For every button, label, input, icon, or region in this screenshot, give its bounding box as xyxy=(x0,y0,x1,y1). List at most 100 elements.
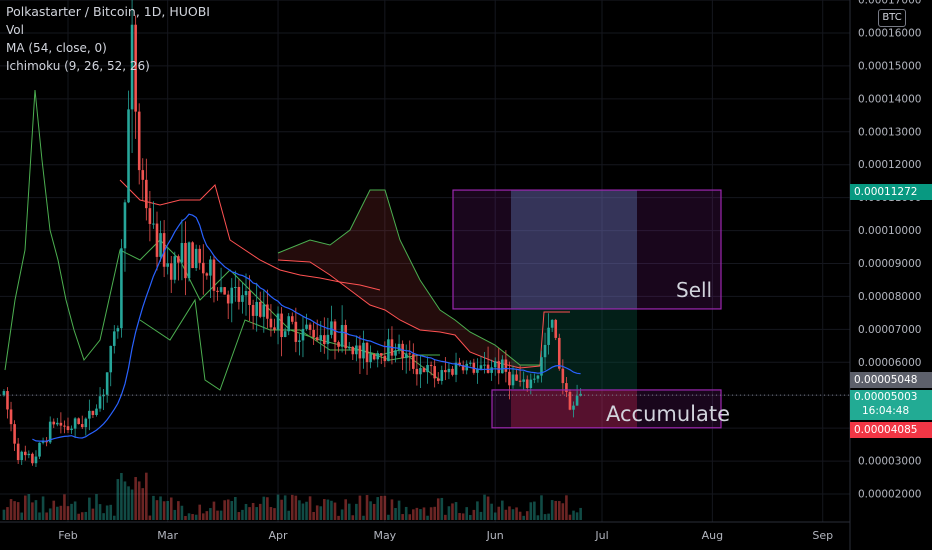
volume-bar xyxy=(330,500,333,520)
volume-bar xyxy=(73,501,77,520)
candle-body xyxy=(141,170,145,180)
volume-bar xyxy=(194,514,198,520)
candle-body xyxy=(483,364,486,366)
candle-body xyxy=(262,304,266,317)
symbol-title[interactable]: Polkastarter / Bitcoin, 1D, HUOBI xyxy=(6,4,210,19)
candle-body xyxy=(340,325,344,347)
accumulate-zone-border xyxy=(491,389,722,429)
candle-body xyxy=(536,375,540,379)
candle-body xyxy=(280,313,283,338)
candle-body xyxy=(326,334,330,345)
y-tick-label: 0.00008000 xyxy=(858,291,921,303)
x-tick-label: Jun xyxy=(486,529,504,542)
candle-body xyxy=(2,391,6,396)
candle-body xyxy=(109,345,113,373)
candle-body xyxy=(273,327,276,330)
volume-bar xyxy=(572,510,575,520)
candle-body xyxy=(415,368,419,375)
volume-bar xyxy=(226,499,230,520)
volume-bar xyxy=(533,501,536,520)
senkou-span-b xyxy=(277,259,541,369)
volume-bar xyxy=(419,509,422,520)
volume-bar xyxy=(184,515,187,520)
candle-body xyxy=(269,318,273,328)
y-tick-label: 0.00014000 xyxy=(858,93,921,105)
volume-bar xyxy=(429,507,433,520)
y-tick-label: 0.00002000 xyxy=(858,489,921,501)
volume-bar xyxy=(333,502,337,520)
volume-bar xyxy=(77,513,80,520)
volume-bar xyxy=(258,503,262,520)
candle-body xyxy=(16,443,20,461)
volume-bar xyxy=(358,495,362,520)
candle-body xyxy=(337,342,340,347)
volume-bar xyxy=(130,489,134,520)
candle-body xyxy=(376,353,380,360)
volume-bar xyxy=(390,499,394,520)
volume-bar xyxy=(230,501,234,520)
volume-bar xyxy=(70,503,73,520)
volume-bar xyxy=(351,515,355,520)
candle-body xyxy=(344,325,347,349)
volume-bar xyxy=(308,496,312,520)
volume-bar xyxy=(518,511,522,520)
candle-body xyxy=(379,353,383,356)
candle-body xyxy=(440,370,444,381)
volume-bar xyxy=(120,472,123,520)
candle-body xyxy=(241,295,244,302)
volume-bar xyxy=(568,514,572,520)
volume-bar xyxy=(212,501,216,520)
volume-bar xyxy=(536,515,540,520)
candle-body xyxy=(219,287,223,292)
candle-body xyxy=(365,342,369,363)
currency-badge[interactable]: BTC xyxy=(878,9,906,27)
volume-bar xyxy=(209,508,212,520)
candle-body xyxy=(230,287,234,304)
candle-body xyxy=(226,294,230,304)
candle-body xyxy=(290,316,294,322)
sell-zone-border xyxy=(452,189,722,310)
volume-bar xyxy=(515,507,518,520)
candle-body xyxy=(205,273,209,276)
volume-bar xyxy=(483,494,486,520)
sell-zone-label: Sell xyxy=(676,278,713,302)
accumulate-zone-label: Accumulate xyxy=(606,402,731,426)
volume-bar xyxy=(141,488,145,520)
volume-bars xyxy=(2,472,582,520)
volume-bar xyxy=(440,497,444,520)
candle-body xyxy=(351,346,355,355)
candle-body xyxy=(533,378,536,380)
volume-bar xyxy=(173,509,177,520)
candle-body xyxy=(169,263,173,280)
candle-body xyxy=(294,321,298,342)
ma-indicator-label[interactable]: MA (54, close, 0) xyxy=(6,41,107,55)
volume-bar xyxy=(504,509,508,520)
candle-body xyxy=(422,368,426,373)
volume-bar xyxy=(301,503,305,520)
volume-bar xyxy=(312,511,315,520)
candle-body xyxy=(173,256,177,280)
candle-body xyxy=(429,364,433,367)
candle-body xyxy=(127,109,130,203)
volume-bar xyxy=(137,481,141,520)
candle-body xyxy=(408,353,412,355)
ichimoku-indicator-label[interactable]: Ichimoku (9, 26, 52, 26) xyxy=(6,59,150,73)
volume-bar xyxy=(248,507,251,520)
volume-bar xyxy=(383,495,387,520)
volume-indicator-label[interactable]: Vol xyxy=(6,23,24,37)
candle-body xyxy=(95,408,98,416)
volume-bar xyxy=(88,497,91,520)
volume-bar xyxy=(543,514,547,520)
volume-bar xyxy=(123,481,127,520)
candle-body xyxy=(120,248,123,329)
y-tick-label: 0.00015000 xyxy=(858,60,921,72)
candle-body xyxy=(572,405,575,410)
candle-body xyxy=(20,451,24,461)
volume-bar xyxy=(347,503,351,520)
candle-body xyxy=(575,395,579,406)
volume-bar xyxy=(319,506,323,520)
volume-bar xyxy=(216,510,219,520)
volume-bar xyxy=(251,502,255,520)
candle-body xyxy=(137,111,141,171)
